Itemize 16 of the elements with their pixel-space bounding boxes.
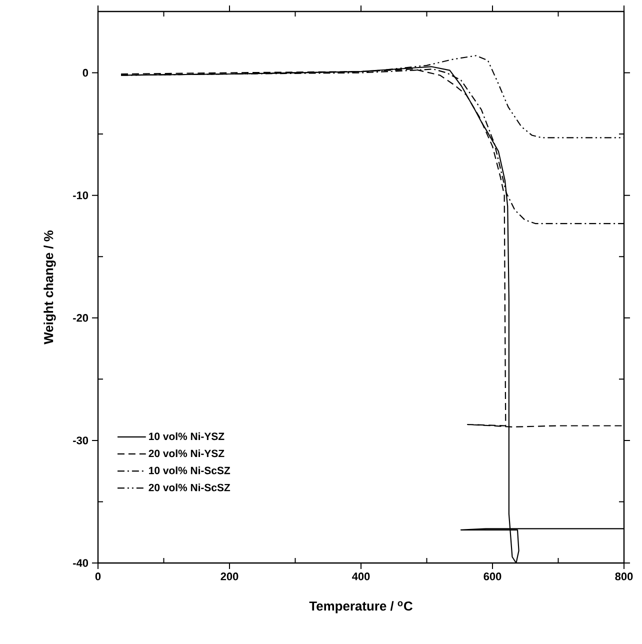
- y-tick-label: -10: [73, 191, 88, 200]
- x-tick-label: 600: [484, 572, 502, 580]
- y-axis-title: Weight change / %: [44, 230, 56, 344]
- x-tick-label: 200: [220, 572, 238, 580]
- y-tick-label: 0: [82, 68, 88, 77]
- x-axis-title: Temperature / $^{o}$C: [309, 601, 412, 614]
- x-tick-label: 800: [615, 572, 633, 580]
- legend-label: 10 vol% Ni-ScSZ: [149, 466, 230, 474]
- y-tick-label: -30: [73, 436, 88, 444]
- legend-label: 20 vol% Ni-YSZ: [148, 449, 224, 458]
- legend-label: 20 vol% Ni-ScSZ: [148, 484, 230, 492]
- x-tick-label: 0: [95, 572, 101, 580]
- y-tick-label: -20: [73, 314, 88, 322]
- legend-label: 10 vol% Ni-YSZ: [149, 432, 224, 440]
- x-tick-label: 400: [352, 572, 370, 580]
- y-tick-label: -40: [73, 559, 88, 567]
